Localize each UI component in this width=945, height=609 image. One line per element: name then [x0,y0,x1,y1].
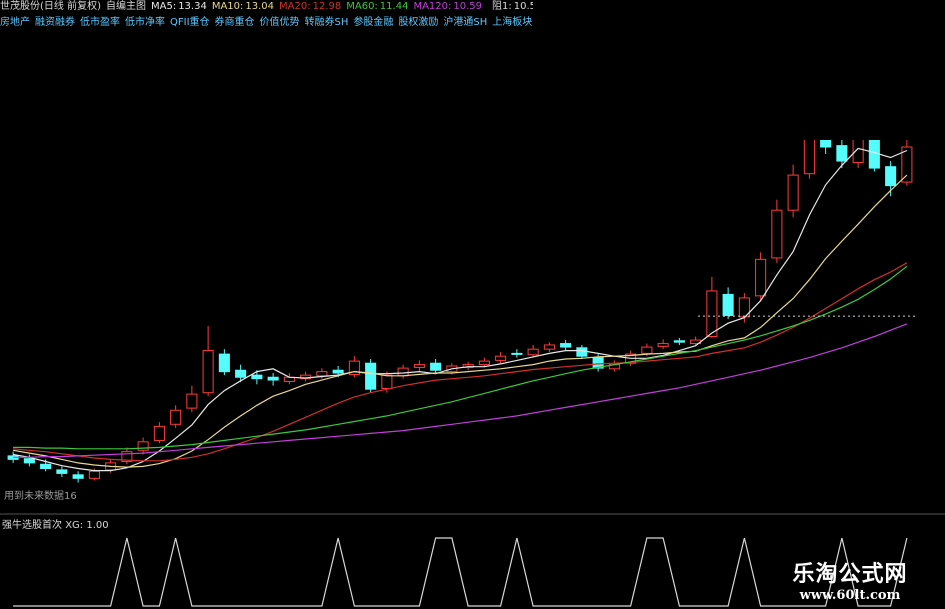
concept-tag: 价值优势 [259,17,300,28]
resistance-label: 阻1: [492,1,512,12]
candle-body [527,348,539,356]
candle-body [560,343,572,348]
concept-tag: 参股金融 [353,17,394,28]
candle-body [56,469,68,474]
note: 用到未来数据16 [4,491,77,502]
concept-tag: 低市净率 [125,17,165,28]
candle-body [40,463,52,469]
candle-body [885,166,897,187]
legend-value: 12.98 [312,1,342,12]
candle-body [722,293,734,316]
indicator-panel [13,537,908,607]
legend-value: 13.04 [245,1,275,12]
candle-body [836,145,848,162]
candle-body [235,369,247,378]
candle-body [787,174,799,211]
candle-body [251,374,263,380]
legend-name: MA5: [150,1,177,12]
candle-body [137,441,149,451]
candle-body [267,376,279,381]
candle-body [170,409,182,425]
concept-tag: 融资融券 [35,17,75,28]
legend-name: MA120: [413,1,452,12]
candle-body [511,352,523,355]
signal-line [13,537,908,607]
candle-body [381,374,393,389]
candle-body [365,362,377,390]
candle-body [23,458,35,464]
candle-body [820,140,832,148]
candle-body [868,140,880,169]
legend-name: MA10: [211,1,244,12]
candle-body [901,146,913,183]
legend-name: MA60: [346,1,378,12]
concept-tag: 股权激励 [398,17,439,28]
candle-body [316,371,328,377]
ma-line [13,323,908,458]
candle-body [657,343,669,347]
candle-body [218,353,230,373]
candle-body [576,347,588,357]
candle-body [592,357,604,369]
candle-body [202,350,214,394]
candle-body [852,140,864,163]
legend-value: 11.44 [379,1,409,12]
concept-tag: 低市盈率 [80,17,120,28]
stock-name: 世茂股份(日线 前复权) [0,1,101,12]
watermark: 乐淘公式网 www.60lt.com [760,556,940,606]
concept-tags: 房地产 融资融券 低市盈率 低市净率 QFII重仓 券商重仓 价值优势 转融券SH 参股金融 股权… [0,16,533,29]
ma-line [12,147,908,472]
candle-body [755,258,767,297]
candle-body [803,140,815,175]
concept-tag: 上海板块 [492,17,533,28]
concept-tag: 沪港通SH [443,17,488,28]
formula-name: 自编主图 [105,1,146,12]
concept-tag: 转融券SH [304,17,349,28]
candle-body [706,290,718,338]
candle-body [300,374,312,380]
resistance-value: 10.59 [513,1,533,12]
candle-body [673,340,685,343]
candle-body [430,362,442,371]
candle-body [462,364,474,368]
candle-body [186,393,198,409]
indicator-name: XG: [65,520,84,531]
candle-body [543,344,555,350]
indicator-title: 强牛选股首次 [2,520,62,531]
candle-body [641,346,653,354]
ma-line [12,174,908,468]
candle-body [413,364,425,368]
candle-body [348,360,360,375]
watermark-name: 乐淘公式网 [792,561,908,587]
legend-value: 13.34 [178,1,207,12]
candle-body [88,470,100,479]
candle-body [495,355,507,361]
ma-line [13,265,908,450]
legend-value: 10.59 [453,1,483,12]
indicator-header: 强牛选股首次 XG: 1.00 [2,516,109,531]
price-panel [7,140,918,483]
candle-body [72,474,84,479]
indicator-value: 1.00 [86,520,109,531]
ma-line [13,262,908,462]
candle-body [771,209,783,259]
concept-tag: 券商重仓 [214,17,255,28]
candle-body [478,360,490,366]
candle-body [121,451,133,462]
candle-body [153,425,165,441]
concept-tag: QFII重仓 [170,17,210,28]
legend: MA5: 13.34 MA10: 13.04 MA20: 12.98 MA60: 11.44 M… [151,1,487,12]
header-line: 世茂股份(日线 前复权) 自编主图 MA5: 13.34 MA10: 13.04 MA20:… [0,0,533,13]
watermark-url: www.60lt.com [799,588,901,603]
candle-body [332,369,344,374]
legend-name: MA20: [279,1,311,12]
candle-body [397,367,409,377]
concept-tag: 房地产 [0,17,30,28]
